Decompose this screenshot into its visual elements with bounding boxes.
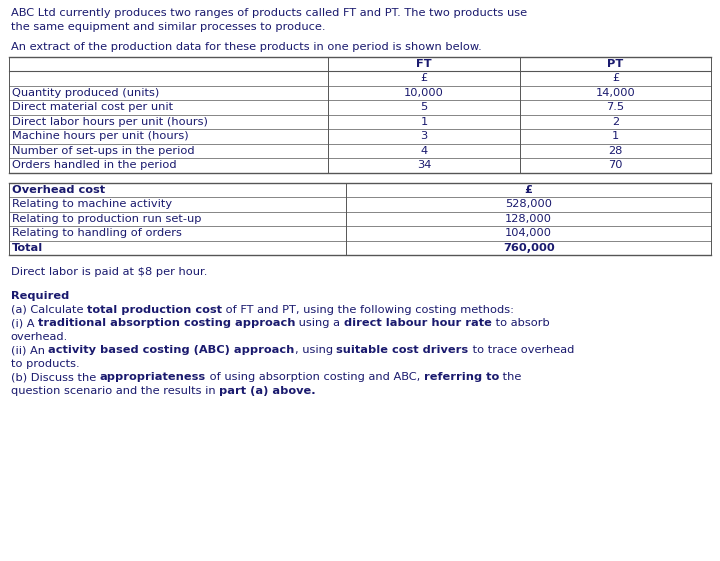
Text: £: £ xyxy=(525,185,533,195)
Text: Orders handled in the period: Orders handled in the period xyxy=(12,160,176,170)
Text: (i) A: (i) A xyxy=(11,319,37,328)
Text: of using absorption costing and ABC,: of using absorption costing and ABC, xyxy=(206,373,423,383)
Text: 1: 1 xyxy=(420,117,428,127)
Text: (b) Discuss the: (b) Discuss the xyxy=(11,373,99,383)
Text: Overhead cost: Overhead cost xyxy=(12,185,105,195)
Text: (a) Calculate: (a) Calculate xyxy=(11,305,87,315)
Text: ABC Ltd currently produces two ranges of products called FT and PT. The two prod: ABC Ltd currently produces two ranges of… xyxy=(11,8,527,18)
Text: Direct material cost per unit: Direct material cost per unit xyxy=(12,102,173,112)
Text: An extract of the production data for these products in one period is shown belo: An extract of the production data for th… xyxy=(11,42,482,52)
Text: overhead.: overhead. xyxy=(11,332,68,342)
Text: Direct labor hours per unit (hours): Direct labor hours per unit (hours) xyxy=(12,117,207,127)
Text: 7.5: 7.5 xyxy=(606,102,624,112)
Text: Relating to machine activity: Relating to machine activity xyxy=(12,199,172,209)
Text: 104,000: 104,000 xyxy=(505,228,552,238)
Text: total production cost: total production cost xyxy=(87,305,222,315)
Text: the same equipment and similar processes to produce.: the same equipment and similar processes… xyxy=(11,21,325,31)
Text: the: the xyxy=(499,373,521,383)
Text: 4: 4 xyxy=(420,146,428,155)
Text: referring to: referring to xyxy=(423,373,499,383)
Text: activity based costing (ABC) approach: activity based costing (ABC) approach xyxy=(48,346,294,356)
Text: suitable cost drivers: suitable cost drivers xyxy=(336,346,469,356)
Text: 5: 5 xyxy=(420,102,428,112)
Text: 70: 70 xyxy=(608,160,623,170)
Text: direct labour hour rate: direct labour hour rate xyxy=(344,319,492,328)
Text: Quantity produced (units): Quantity produced (units) xyxy=(12,88,159,98)
Text: Total: Total xyxy=(12,242,43,252)
Text: Relating to handling of orders: Relating to handling of orders xyxy=(12,228,181,238)
Text: FT: FT xyxy=(416,58,432,68)
Text: 3: 3 xyxy=(420,131,428,141)
Text: to trace overhead: to trace overhead xyxy=(469,346,574,356)
Text: 14,000: 14,000 xyxy=(595,88,635,98)
Text: 760,000: 760,000 xyxy=(503,242,554,252)
Text: of FT and PT, using the following costing methods:: of FT and PT, using the following costin… xyxy=(222,305,514,315)
Text: 528,000: 528,000 xyxy=(505,199,552,209)
Text: 10,000: 10,000 xyxy=(404,88,444,98)
Text: Number of set-ups in the period: Number of set-ups in the period xyxy=(12,146,194,155)
Text: 2: 2 xyxy=(612,117,619,127)
Text: (ii) An: (ii) An xyxy=(11,346,48,356)
Text: 34: 34 xyxy=(417,160,431,170)
Text: to products.: to products. xyxy=(11,359,79,369)
Text: , using: , using xyxy=(294,346,336,356)
Text: £: £ xyxy=(612,73,619,83)
Text: Relating to production run set-up: Relating to production run set-up xyxy=(12,214,201,224)
Text: Required: Required xyxy=(11,291,69,301)
Text: part (a) above.: part (a) above. xyxy=(219,386,315,396)
Text: using a: using a xyxy=(295,319,344,328)
Text: PT: PT xyxy=(607,58,624,68)
Text: Direct labor is paid at $8 per hour.: Direct labor is paid at $8 per hour. xyxy=(11,267,207,277)
Text: appropriateness: appropriateness xyxy=(99,373,206,383)
Text: question scenario and the results in: question scenario and the results in xyxy=(11,386,219,396)
Text: Machine hours per unit (hours): Machine hours per unit (hours) xyxy=(12,131,188,141)
Text: £: £ xyxy=(420,73,428,83)
Text: 1: 1 xyxy=(612,131,619,141)
Text: traditional absorption costing approach: traditional absorption costing approach xyxy=(37,319,295,328)
Text: 28: 28 xyxy=(608,146,623,155)
Text: 128,000: 128,000 xyxy=(505,214,552,224)
Text: to absorb: to absorb xyxy=(492,319,549,328)
